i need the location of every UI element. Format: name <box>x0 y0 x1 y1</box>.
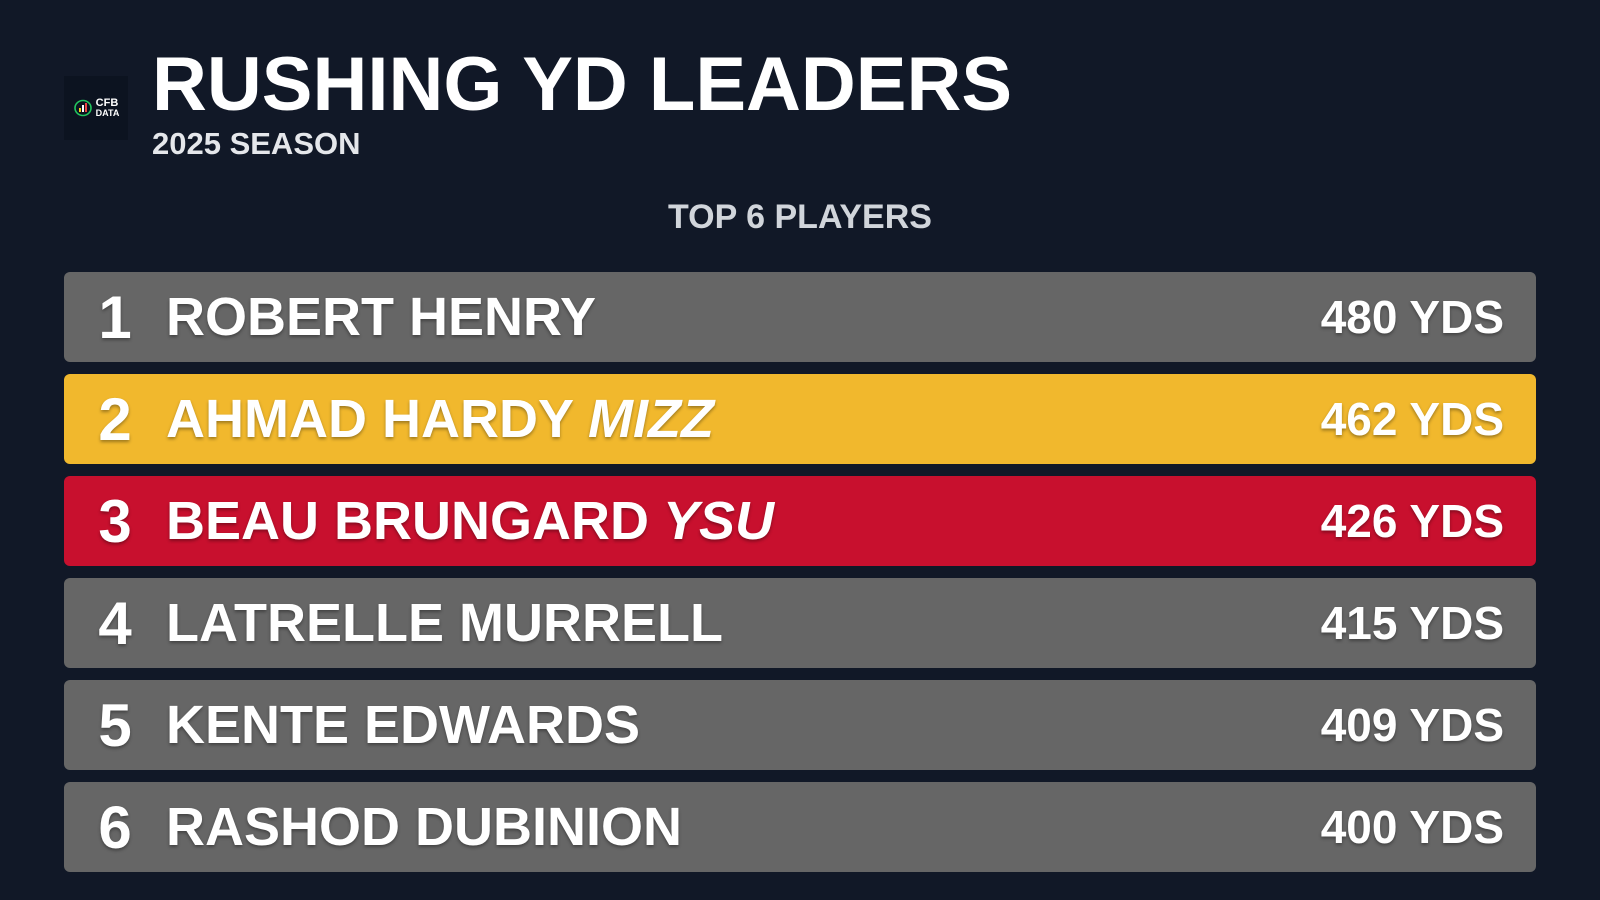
leader-row: 3 BEAU BRUNGARD YSU 426 YDS <box>64 476 1536 566</box>
leader-rank: 1 <box>98 283 132 351</box>
leader-team: YSU <box>663 491 775 551</box>
logo-line-1: CFB <box>95 97 119 109</box>
leader-row: 2 AHMAD HARDY MIZZ 462 YDS <box>64 374 1536 464</box>
leader-rank: 4 <box>98 589 132 657</box>
header: CFB DATA RUSHING YD LEADERS 2025 SEASON <box>64 44 1012 162</box>
leader-yards: 415 YDS <box>1320 597 1504 649</box>
leader-yards: 409 YDS <box>1320 699 1504 751</box>
leader-team: MIZZ <box>587 389 714 449</box>
leader-name-wrap: RASHOD DUBINION <box>166 796 682 858</box>
leader-rank: 3 <box>98 487 132 555</box>
leader-row: 6 RASHOD DUBINION 400 YDS <box>64 782 1536 872</box>
leader-row: 4 LATRELLE MURRELL 415 YDS <box>64 578 1536 668</box>
leader-yards: 400 YDS <box>1320 801 1504 853</box>
logo-line-2: DATA <box>95 108 120 118</box>
leader-name-wrap: AHMAD HARDY MIZZ <box>166 388 714 450</box>
leader-name: LATRELLE MURRELL <box>166 593 723 653</box>
page-title: RUSHING YD LEADERS <box>152 42 1013 127</box>
leader-name: ROBERT HENRY <box>166 287 597 347</box>
leader-row: 5 KENTE EDWARDS 409 YDS <box>64 680 1536 770</box>
leader-name: RASHOD DUBINION <box>166 797 683 857</box>
logo-text: CFB DATA <box>95 97 120 119</box>
leader-rank: 2 <box>98 385 132 453</box>
leader-name-wrap: BEAU BRUNGARD YSU <box>166 490 774 552</box>
leader-rank: 6 <box>98 793 132 861</box>
title-block: RUSHING YD LEADERS 2025 SEASON <box>152 44 1012 162</box>
leader-yards: 480 YDS <box>1320 291 1504 343</box>
leader-name: BEAU BRUNGARD <box>166 491 649 551</box>
cfb-data-logo: CFB DATA <box>64 76 128 140</box>
football-icon <box>73 99 92 117</box>
leader-name-wrap: KENTE EDWARDS <box>166 694 640 756</box>
leader-name-wrap: LATRELLE MURRELL <box>166 592 723 654</box>
leader-name-wrap: ROBERT HENRY <box>166 286 596 348</box>
section-label: TOP 6 PLAYERS <box>668 198 932 236</box>
leader-yards: 426 YDS <box>1320 495 1504 547</box>
leader-rank: 5 <box>98 691 132 759</box>
leader-name: KENTE EDWARDS <box>166 695 641 755</box>
leader-yards: 462 YDS <box>1320 393 1504 445</box>
leader-name: AHMAD HARDY <box>166 389 574 449</box>
leader-row: 1 ROBERT HENRY 480 YDS <box>64 272 1536 362</box>
page-subtitle: 2025 SEASON <box>152 126 361 161</box>
leaderboard: 1 ROBERT HENRY 480 YDS 2 AHMAD HARDY MIZZ… <box>64 272 1536 884</box>
